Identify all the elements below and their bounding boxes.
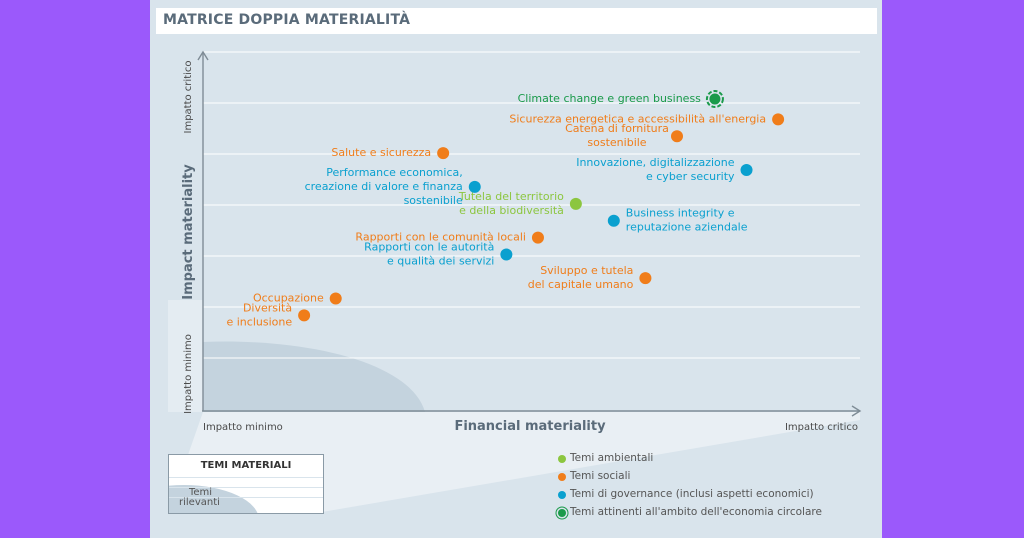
data-label: sostenibile bbox=[587, 136, 646, 149]
data-label: Rapporti con le autorità bbox=[364, 241, 494, 254]
data-label: e cyber security bbox=[646, 170, 735, 183]
legend-item-sociali: Temi sociali bbox=[558, 470, 631, 482]
data-point bbox=[569, 197, 582, 210]
data-label: Climate change e green business bbox=[518, 92, 702, 105]
data-point bbox=[468, 180, 481, 193]
data-label: Sicurezza energetica e accessibilità all… bbox=[509, 112, 766, 125]
title-bar bbox=[156, 8, 877, 34]
materiality-box: TEMI MATERIALI Temi rilevanti bbox=[168, 454, 324, 514]
legend-label: Temi di governance (inclusi aspetti econ… bbox=[570, 488, 814, 500]
page-title: MATRICE DOPPIA MATERIALITÀ bbox=[163, 12, 411, 28]
relevant-themes-label: Temi rilevanti bbox=[179, 488, 220, 508]
data-point bbox=[639, 272, 652, 285]
y-axis-arrow bbox=[197, 50, 209, 61]
data-label: reputazione aziendale bbox=[626, 221, 748, 234]
legend-label: Temi sociali bbox=[570, 470, 631, 482]
data-point bbox=[671, 130, 683, 143]
x-axis-max-label: Impatto critico bbox=[785, 422, 858, 433]
axis-layer: Impatto minimo Impatto critico Financial m… bbox=[181, 50, 862, 434]
y-axis-title: Impact materiality bbox=[181, 164, 196, 300]
data-point bbox=[298, 309, 311, 322]
data-label: e della biodiversità bbox=[459, 204, 564, 217]
data-label: del capitale umano bbox=[528, 278, 634, 291]
background-layer bbox=[168, 300, 860, 512]
relevant-themes-label-line-2: rilevanti bbox=[179, 497, 220, 508]
data-point bbox=[329, 292, 342, 305]
perspective-wedge-left bbox=[168, 300, 203, 412]
legend-dot-blue bbox=[558, 491, 566, 499]
data-label: Occupazione bbox=[253, 291, 324, 304]
data-label: Innovazione, digitalizzazione bbox=[576, 156, 735, 169]
box-divider bbox=[169, 497, 323, 498]
perspective-wedge bbox=[168, 412, 860, 512]
data-label: Salute e sicurezza bbox=[331, 146, 431, 159]
x-axis-min-label: Impatto minimo bbox=[203, 422, 283, 433]
data-point bbox=[772, 113, 785, 126]
legend-item-ambientali: Temi ambientali bbox=[558, 452, 654, 464]
data-point bbox=[437, 147, 450, 160]
data-label: Business integrity e bbox=[626, 207, 735, 220]
data-label: Performance economica, bbox=[326, 166, 463, 179]
legend-label: Temi ambientali bbox=[570, 452, 654, 464]
data-label: e qualità dei servizi bbox=[387, 255, 494, 268]
legend-dot-orange bbox=[558, 473, 566, 481]
data-point bbox=[709, 93, 721, 105]
data-label: sostenibile bbox=[404, 194, 463, 207]
data-point bbox=[500, 248, 513, 261]
points-layer bbox=[298, 90, 785, 322]
grid-layer bbox=[203, 51, 860, 359]
data-label: Rapporti con le comunità locali bbox=[355, 231, 526, 244]
legend-item-circolare: Temi attinenti all'ambito dell'economia … bbox=[558, 506, 822, 518]
materiality-box-title: TEMI MATERIALI bbox=[200, 460, 292, 471]
y-axis-min-label: Impatto minimo bbox=[183, 334, 194, 414]
data-point bbox=[607, 214, 620, 227]
data-label: Diversità bbox=[243, 301, 292, 314]
data-label: Sviluppo e tutela bbox=[540, 264, 633, 277]
data-label: Tutela del territorio bbox=[458, 190, 564, 203]
labels-layer: Climate change e green business Sicurezza… bbox=[226, 92, 766, 328]
data-point bbox=[531, 231, 544, 244]
data-label: creazione di valore e finanza bbox=[305, 180, 463, 193]
data-point bbox=[740, 164, 753, 177]
data-label: Catena di fornitura bbox=[565, 122, 669, 135]
x-axis-arrow bbox=[851, 405, 862, 417]
box-divider bbox=[169, 487, 323, 488]
legend-dot-green bbox=[558, 455, 566, 463]
legend-item-governance: Temi di governance (inclusi aspetti econ… bbox=[558, 488, 814, 500]
data-label: e inclusione bbox=[226, 315, 292, 328]
y-axis-max-label: Impatto critico bbox=[183, 60, 194, 133]
data-point-circular bbox=[705, 90, 724, 109]
relevant-zone bbox=[203, 341, 425, 412]
x-axis-title: Financial materiality bbox=[454, 419, 606, 434]
legend-dot-circular bbox=[558, 509, 566, 517]
legend-label: Temi attinenti all'ambito dell'economia … bbox=[570, 506, 822, 518]
relevant-themes-label-line-1: Temi bbox=[189, 487, 213, 498]
box-divider bbox=[169, 477, 323, 478]
